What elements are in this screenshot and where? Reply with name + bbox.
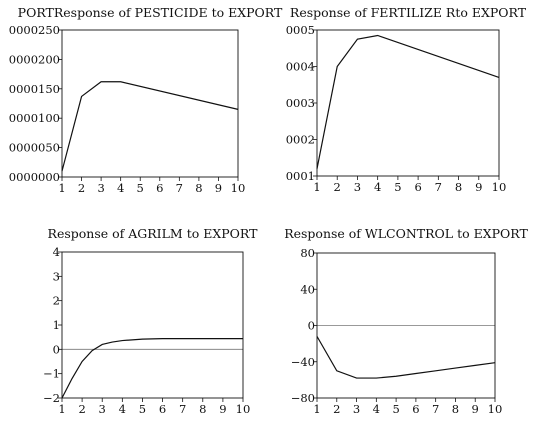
y-tick-label: −1 (43, 367, 60, 381)
y-tick-label: 0 (308, 319, 315, 333)
x-tick-label: 2 (78, 181, 85, 195)
y-tick-label: 0000150 (9, 82, 60, 96)
x-tick-label: 2 (333, 402, 340, 416)
x-tick-label: 9 (472, 402, 479, 416)
plot-frame (316, 29, 500, 177)
chart-title: Response of FERTILIZE Rto EXPORT (290, 5, 527, 20)
x-tick-label: 6 (159, 402, 166, 416)
y-tick-label: 3 (53, 269, 60, 283)
y-tick-label: −2 (43, 391, 60, 405)
x-tick-label: 4 (374, 180, 381, 194)
x-tick-label: 1 (313, 402, 320, 416)
x-tick-label: 1 (313, 180, 320, 194)
y-tick-label: 1 (53, 318, 60, 332)
plot-frame (61, 29, 239, 178)
chart-title: PORTResponse of PESTICIDE to EXPORT (18, 5, 283, 20)
x-tick-label: 8 (199, 402, 206, 416)
plot-frame (61, 251, 244, 399)
chart-fertilizer: Response of FERTILIZE Rto EXPORT 0001 0002… (286, 5, 527, 194)
y-tick-label: 0 (53, 342, 60, 356)
x-tick-label: 7 (435, 180, 442, 194)
x-tick-label: 3 (97, 181, 104, 195)
response-line (316, 34, 500, 169)
x-tick-label: 3 (354, 180, 361, 194)
x-tick-label: 7 (176, 181, 183, 195)
y-tick-label: 0001 (286, 169, 315, 183)
x-tick-label: 5 (392, 402, 399, 416)
y-tick-label: 0003 (286, 96, 315, 110)
chart-title: Response of AGRILM to EXPORT (48, 226, 259, 241)
x-tick-label: 1 (58, 181, 65, 195)
x-tick-label: 10 (488, 402, 503, 416)
x-tick-label: 1 (58, 402, 65, 416)
y-tick-label: 0004 (286, 60, 315, 74)
x-tick-label: 6 (412, 402, 419, 416)
y-tick-label: 0005 (286, 23, 315, 37)
y-tick-label: 40 (300, 282, 315, 296)
response-line (61, 338, 243, 399)
x-tick-label: 5 (394, 180, 401, 194)
y-tick-label: 0000100 (9, 111, 60, 125)
y-tick-label: 80 (300, 246, 315, 260)
y-tick-label: 0000050 (9, 141, 60, 155)
y-tick-label: −80 (291, 391, 315, 405)
y-tick-label: 0002 (286, 133, 315, 147)
x-tick-label: 8 (452, 402, 459, 416)
x-tick-label: 5 (137, 181, 144, 195)
response-line (61, 81, 239, 172)
x-tick-label: 4 (373, 402, 380, 416)
chart-title: Response of WLCONTROL to EXPORT (284, 226, 528, 241)
chart-pesticide: PORTResponse of PESTICIDE to EXPORT 00000… (9, 5, 283, 195)
x-tick-label: 4 (119, 402, 126, 416)
x-tick-label: 7 (432, 402, 439, 416)
x-tick-label: 3 (353, 402, 360, 416)
x-tick-label: 9 (475, 180, 482, 194)
y-tick-label: 4 (53, 245, 60, 259)
x-tick-label: 8 (195, 181, 202, 195)
x-tick-label: 2 (334, 180, 341, 194)
x-tick-label: 9 (215, 181, 222, 195)
x-tick-label: 2 (78, 402, 85, 416)
x-tick-label: 8 (455, 180, 462, 194)
y-tick-label: 0000000 (9, 170, 60, 184)
y-tick-label: 2 (53, 294, 60, 308)
y-tick-label: 0000250 (9, 23, 60, 37)
x-tick-label: 6 (156, 181, 163, 195)
x-tick-label: 4 (117, 181, 124, 195)
chart-wlcontrol: Response of WLCONTROL to EXPORT −80 −40 0 40… (284, 226, 528, 416)
x-tick-label: 6 (414, 180, 421, 194)
y-tick-label: 0000200 (9, 52, 60, 66)
x-tick-label: 10 (236, 402, 251, 416)
x-tick-label: 7 (179, 402, 186, 416)
x-tick-label: 10 (231, 181, 246, 195)
x-tick-label: 10 (492, 180, 507, 194)
y-tick-label: −40 (291, 355, 315, 369)
x-tick-label: 5 (139, 402, 146, 416)
response-line (316, 336, 496, 379)
x-tick-label: 9 (219, 402, 226, 416)
x-tick-label: 3 (99, 402, 106, 416)
